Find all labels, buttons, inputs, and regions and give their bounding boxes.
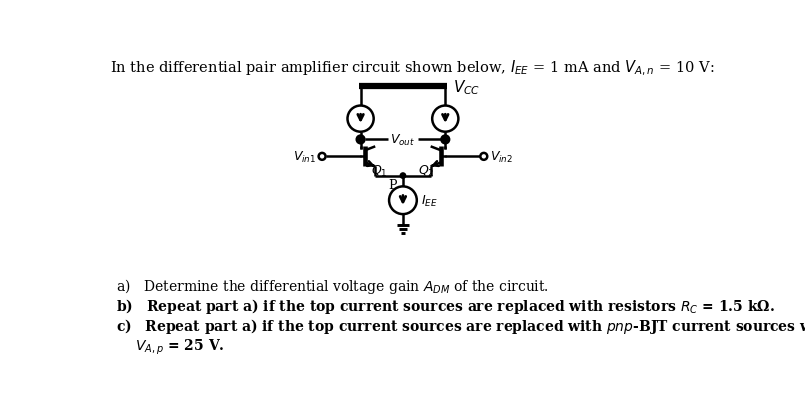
Text: P: P [388, 179, 397, 192]
Circle shape [481, 153, 487, 160]
Circle shape [389, 186, 417, 214]
Circle shape [443, 137, 448, 142]
Circle shape [348, 106, 374, 132]
Circle shape [441, 136, 449, 143]
Text: $I_{EE}$: $I_{EE}$ [421, 194, 437, 209]
Circle shape [319, 153, 325, 160]
Circle shape [357, 136, 365, 143]
Text: $Q_1$: $Q_1$ [371, 164, 388, 179]
Text: $V_{in2}$: $V_{in2}$ [490, 150, 513, 165]
Text: b) Repeat part a) if the top current sources are replaced with resistors $R_C$ =: b) Repeat part a) if the top current sou… [117, 297, 775, 316]
Text: a) Determine the differential voltage gain $A_{DM}$ of the circuit.: a) Determine the differential voltage ga… [117, 277, 550, 296]
Text: $V_{out}$: $V_{out}$ [390, 133, 415, 148]
Text: c) Repeat part a) if the top current sources are replaced with $\mathit{pnp}$-BJ: c) Repeat part a) if the top current sou… [117, 317, 805, 336]
Text: In the differential pair amplifier circuit shown below, $I_{EE}$ = 1 mA and $V_{: In the differential pair amplifier circu… [110, 58, 715, 78]
Text: $V_{A,p}$ = 25 V.: $V_{A,p}$ = 25 V. [135, 337, 225, 357]
Circle shape [358, 137, 363, 142]
Text: $V_{in1}$: $V_{in1}$ [293, 150, 316, 165]
Text: $V_{CC}$: $V_{CC}$ [453, 79, 481, 97]
Text: $Q_2$: $Q_2$ [418, 164, 435, 179]
Circle shape [432, 106, 458, 132]
Circle shape [400, 173, 406, 178]
